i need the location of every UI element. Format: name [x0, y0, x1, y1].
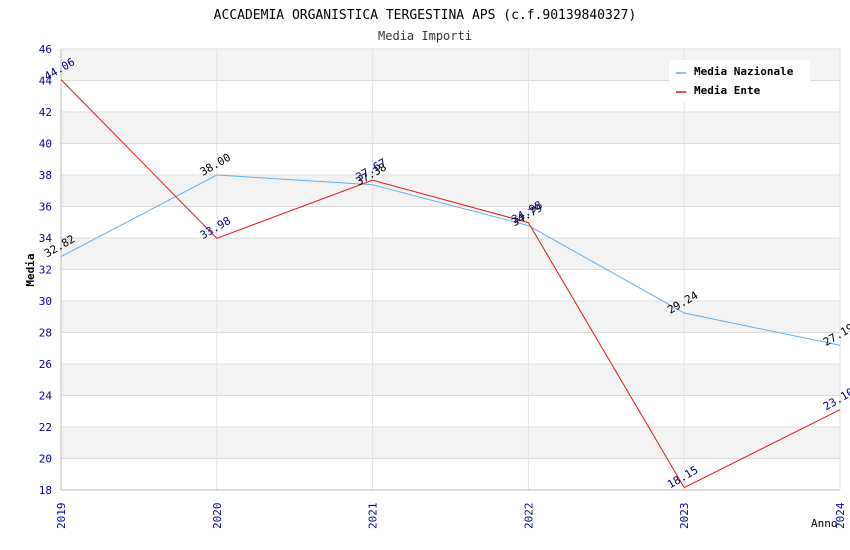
y-tick-label: 46 — [39, 43, 52, 56]
y-tick-label: 38 — [39, 169, 52, 182]
y-tick-label: 40 — [39, 138, 52, 151]
y-tick-label: 18 — [39, 484, 52, 497]
series-line-media-nazionale — [60, 174, 841, 346]
y-tick-label: 34 — [39, 232, 53, 245]
grid-band — [61, 143, 840, 175]
x-tick-label: 2022 — [522, 503, 535, 530]
y-tick-label: 30 — [39, 295, 52, 308]
series-line-media-ente — [60, 79, 841, 489]
grid-band — [61, 206, 840, 238]
x-tick-label: 2021 — [367, 503, 380, 530]
y-tick-label: 36 — [39, 201, 52, 214]
grid-band — [61, 332, 840, 364]
grid-band — [61, 269, 840, 301]
grid-band — [61, 395, 840, 427]
grid-band — [61, 427, 840, 459]
y-tick-label: 22 — [39, 421, 52, 434]
chart-title: ACCADEMIA ORGANISTICA TERGESTINA APS (c.… — [214, 8, 637, 23]
y-axis-label: Media — [24, 253, 37, 286]
y-tick-label: 32 — [39, 264, 52, 277]
axes — [60, 49, 840, 491]
y-tick-label: 28 — [39, 327, 52, 340]
x-tick-label: 2023 — [678, 503, 691, 530]
legend-box — [669, 60, 810, 102]
legend: Media Nazionale Media Ente — [669, 60, 810, 102]
x-tick-label: 2019 — [55, 503, 68, 530]
grid-band — [61, 458, 840, 490]
y-tick-label: 26 — [39, 358, 52, 371]
chart-subtitle: Media Importi — [378, 29, 472, 43]
y-tick-label: 44 — [39, 75, 53, 88]
x-axis-label: Anno — [811, 517, 838, 530]
series-lines — [60, 79, 841, 489]
grid-band — [61, 301, 840, 333]
legend-label-media-ente: Media Ente — [694, 84, 761, 97]
grid-band — [61, 112, 840, 144]
x-tick-label: 2020 — [211, 503, 224, 530]
gridlines — [60, 48, 841, 491]
x-tick-label: 2024 — [834, 502, 847, 529]
y-tick-label: 20 — [39, 453, 52, 466]
grid-band — [61, 364, 840, 396]
y-tick-label: 42 — [39, 106, 52, 119]
y-tick-label: 24 — [39, 390, 53, 403]
legend-label-media-nazionale: Media Nazionale — [694, 65, 794, 78]
grid-bands — [61, 49, 840, 490]
grid-band — [61, 238, 840, 270]
